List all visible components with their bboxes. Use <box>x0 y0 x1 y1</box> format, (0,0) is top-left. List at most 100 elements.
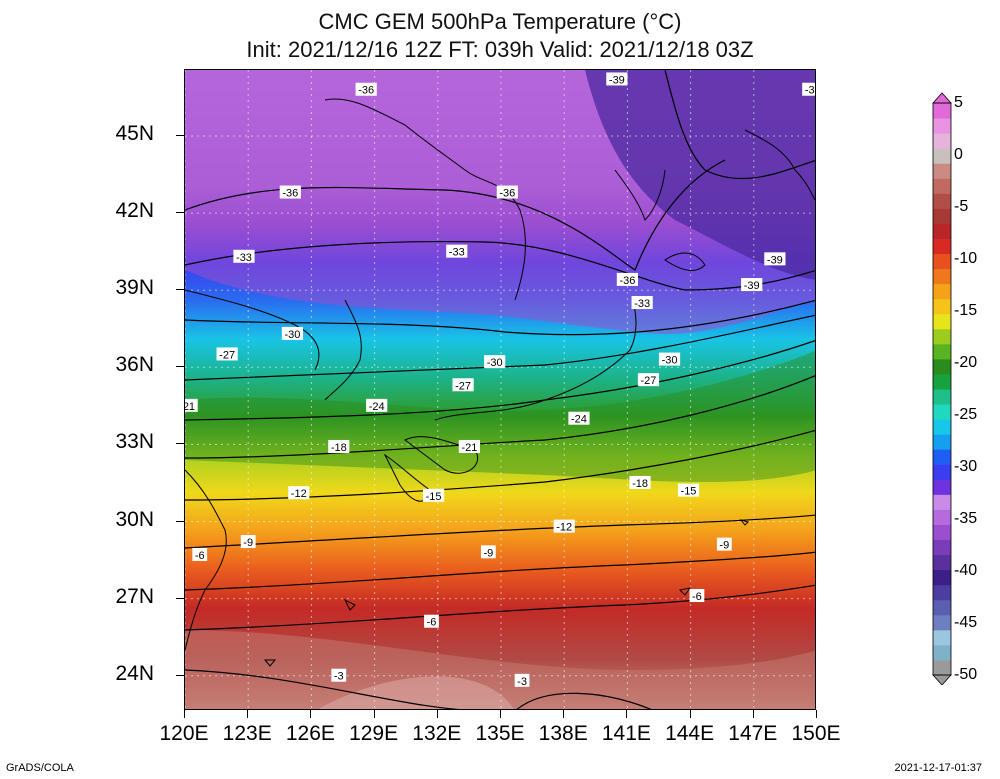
svg-text:-27: -27 <box>641 375 657 387</box>
svg-text:-12: -12 <box>291 488 307 500</box>
colorbar-segment <box>933 404 951 420</box>
contour-label: -9 <box>716 537 732 552</box>
colorbar-label: -10 <box>954 250 978 267</box>
svg-text:-39: -39 <box>744 280 760 292</box>
colorbar-segment <box>933 103 951 119</box>
coastlines <box>185 98 815 667</box>
colorbar-segment <box>933 193 951 209</box>
colorbar-segment <box>933 238 951 255</box>
contour-label: -39 <box>764 252 786 266</box>
colorbar-segment <box>933 223 951 239</box>
svg-text:-15: -15 <box>426 491 442 503</box>
lat-tick-mark <box>176 443 184 445</box>
lat-tick-mark <box>176 289 184 291</box>
svg-text:-9: -9 <box>719 540 729 552</box>
contour-label: -27 <box>216 347 238 361</box>
svg-text:-39: -39 <box>767 254 783 266</box>
svg-text:-33: -33 <box>236 252 252 264</box>
lon-tick-label: 147E <box>728 722 778 745</box>
colorbar-segment <box>933 313 951 330</box>
svg-text:-18: -18 <box>632 478 648 490</box>
svg-text:-18: -18 <box>331 442 347 454</box>
lat-tick-label: 30N <box>115 507 154 531</box>
lon-tick-mark <box>689 710 691 718</box>
colorbar-label: -20 <box>954 354 978 371</box>
contour-label: -21 <box>458 439 480 454</box>
colorbar-segment <box>933 268 951 285</box>
lat-tick-label: 24N <box>115 661 154 685</box>
contour-label: -3 <box>331 668 347 683</box>
svg-text:-30: -30 <box>662 355 678 367</box>
svg-text:-6: -6 <box>195 550 205 562</box>
lat-tick-mark <box>176 366 184 368</box>
svg-text:-36: -36 <box>499 188 515 200</box>
lat-tick-label: 33N <box>115 430 154 454</box>
lat-tick-mark <box>176 135 184 136</box>
svg-text:-12: -12 <box>556 522 572 534</box>
contour-label: -39 <box>741 278 763 292</box>
colorbar-label: 5 <box>954 94 963 111</box>
contour-label: -36 <box>355 82 377 97</box>
colorbar-segment <box>933 253 951 270</box>
contour-label: -24 <box>366 398 388 413</box>
colorbar-segment <box>933 208 951 224</box>
lon-tick-mark <box>500 710 501 718</box>
lon-tick-label: 132E <box>412 722 462 745</box>
lat-tick-label: 42N <box>115 199 154 223</box>
lon-tick-label: 144E <box>665 722 715 745</box>
colorbar-segment <box>933 569 951 586</box>
colorbar-segment <box>933 659 951 676</box>
lon-tick-mark <box>310 710 312 718</box>
svg-text:-33: -33 <box>449 247 465 259</box>
svg-text:-36: -36 <box>619 275 635 287</box>
contour-label: -15 <box>422 488 445 503</box>
svg-text:-39: -39 <box>609 74 625 86</box>
contour-label: -36 <box>616 272 638 287</box>
lon-tick-mark <box>816 710 817 718</box>
contour-label: -15 <box>677 483 700 498</box>
lon-tick-mark <box>373 710 375 718</box>
svg-text:-36: -36 <box>358 85 374 97</box>
colorbar-segment <box>933 328 951 345</box>
svg-text:-27: -27 <box>219 349 235 361</box>
svg-text:-3: -3 <box>334 671 344 683</box>
contour-label: -36 <box>279 185 301 200</box>
contour-label: -24 <box>568 411 590 426</box>
colorbar <box>932 92 952 685</box>
svg-text:-9: -9 <box>243 537 253 549</box>
contour-label: -36 <box>496 185 518 200</box>
svg-text:-3: -3 <box>517 676 527 688</box>
chart-title: CMC GEM 500hPa Temperature (°C) <box>318 9 682 34</box>
svg-text:-6: -6 <box>427 617 437 629</box>
colorbar-min-arrow <box>932 674 952 685</box>
lon-tick-label: 141E <box>601 722 651 745</box>
colorbar-segment <box>933 494 951 510</box>
lon-tick-label: 138E <box>538 722 588 745</box>
svg-text:-21: -21 <box>185 401 195 413</box>
lon-tick-label: 126E <box>285 722 335 745</box>
colorbar-segment <box>933 479 951 495</box>
svg-text:-24: -24 <box>571 414 587 426</box>
contour-label: -33 <box>233 249 255 264</box>
svg-text:-9: -9 <box>483 547 493 559</box>
lon-tick-label: 129E <box>349 722 399 745</box>
contour-label: -6 <box>689 589 705 603</box>
lon-tick-label: 120E <box>159 722 209 745</box>
chart-subtitle: Init: 2021/12/16 12Z FT: 039h Valid: 202… <box>246 37 754 62</box>
colorbar-segment <box>933 584 951 601</box>
colorbar-segment <box>933 283 951 300</box>
contour-label: -12 <box>553 519 575 534</box>
lat-tick-mark <box>176 520 184 522</box>
colorbar-segment <box>933 373 951 390</box>
svg-text:-30: -30 <box>284 329 300 341</box>
colorbar-segment <box>933 434 951 450</box>
colorbar-segment <box>933 599 951 616</box>
svg-text:-36: -36 <box>282 188 298 200</box>
lat-tick-label: 27N <box>115 584 154 608</box>
colorbar-label: -40 <box>954 562 978 579</box>
colorbar-segment <box>933 614 951 631</box>
contour-label: -18 <box>328 439 350 454</box>
colorbar-segment <box>933 133 951 149</box>
colorbar-segment <box>933 464 951 480</box>
lat-tick-label: 36N <box>115 353 154 377</box>
